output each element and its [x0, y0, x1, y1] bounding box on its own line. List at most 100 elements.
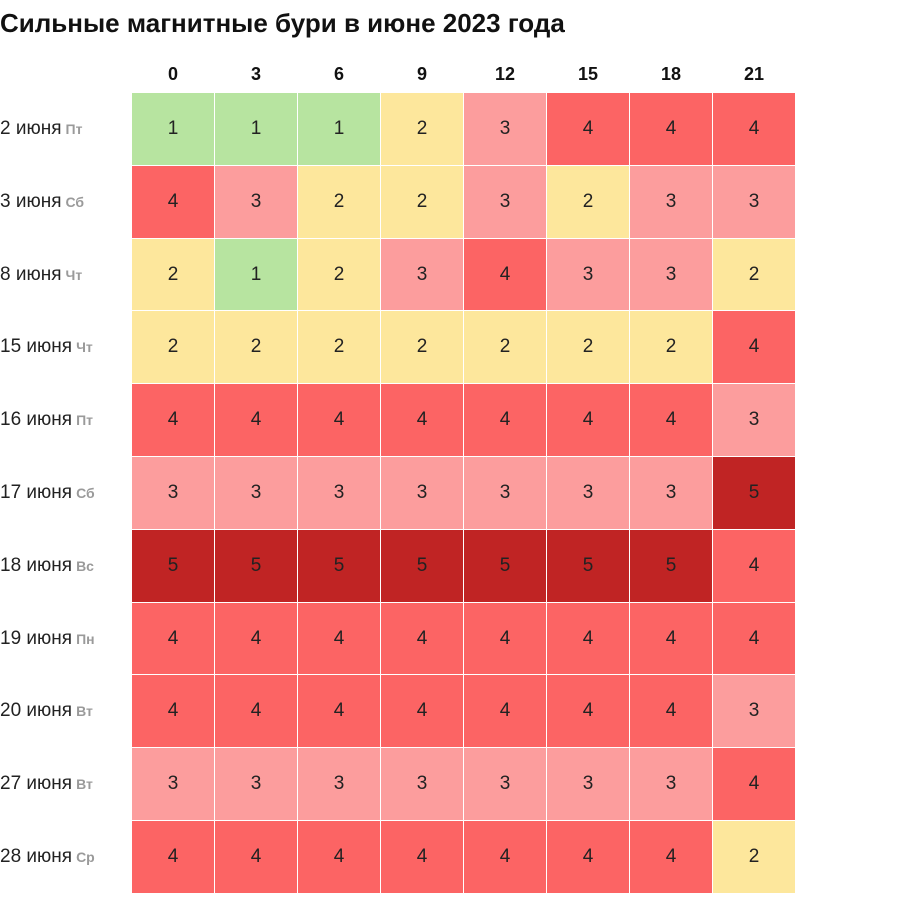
- heatmap-cell: 4: [630, 602, 713, 676]
- chart-title: Сильные магнитные бури в июне 2023 года: [0, 8, 565, 38]
- row-date-label: 17 июня: [0, 482, 73, 503]
- heatmap-cell: 4: [713, 311, 796, 385]
- row-label: 15 июня Чт: [0, 311, 130, 383]
- heatmap-cell: 3: [381, 748, 464, 821]
- heatmap-cell: 2: [298, 238, 381, 312]
- heatmap-cell: 4: [381, 821, 464, 894]
- heatmap-cell: 5: [464, 529, 547, 603]
- heatmap-cell: 4: [132, 602, 215, 676]
- heatmap-cell: 3: [630, 165, 713, 239]
- column-label-hour-3: 3: [250, 64, 261, 84]
- heatmap-cell: 4: [713, 93, 796, 166]
- heatmap-cell: 5: [547, 529, 630, 603]
- row-date-label: 15 июня: [0, 336, 73, 358]
- heatmap-cell: 3: [381, 238, 464, 312]
- heatmap-cell: 4: [215, 821, 298, 894]
- heatmap-cell: 4: [381, 602, 464, 676]
- row-label: 20 июня Вт: [0, 675, 130, 747]
- heatmap-cell: 4: [298, 602, 381, 676]
- heatmap-cell: 2: [464, 311, 547, 385]
- row-date-label: 19 июня: [0, 627, 73, 649]
- heatmap-cell: 4: [381, 384, 464, 457]
- heatmap-cell: 4: [547, 93, 630, 166]
- row-weekday-label: Ср: [76, 849, 95, 865]
- heatmap-cell: 2: [381, 165, 464, 239]
- heatmap-cell: 3: [132, 457, 215, 530]
- row-weekday-label: Пт: [65, 121, 83, 137]
- heatmap-cell: 4: [215, 675, 298, 749]
- heatmap-cell: 3: [630, 238, 713, 312]
- heatmap-cell: 3: [215, 748, 298, 821]
- row-weekday-label: Сб: [76, 485, 95, 501]
- heatmap-cell: 4: [132, 821, 215, 894]
- heatmap-cell: 4: [132, 675, 215, 749]
- row-date-label: 28 июня: [0, 846, 73, 867]
- heatmap-cell: 3: [464, 93, 547, 166]
- heatmap-cell: 3: [381, 457, 464, 530]
- row-date-label: 18 июня: [0, 554, 73, 576]
- row-weekday-label: Вс: [76, 557, 94, 574]
- row-label: 2 июня Пт: [0, 93, 130, 165]
- heatmap-cell: 2: [547, 165, 630, 239]
- row-label: 28 июня Ср: [0, 821, 130, 893]
- row-label: 17 июня Сб: [0, 457, 130, 529]
- row-weekday-label: Пн: [76, 630, 95, 647]
- heatmap-cell: 3: [464, 457, 547, 530]
- heatmap-cell: 2: [298, 165, 381, 239]
- row-label: 19 июня Пн: [0, 603, 130, 675]
- heatmap-cell: 4: [547, 602, 630, 676]
- heatmap-cell: 4: [215, 384, 298, 457]
- heatmap-cell: 4: [298, 821, 381, 894]
- row-date-label: 2 июня: [0, 118, 62, 139]
- heatmap-cell: 3: [713, 675, 796, 749]
- heatmap-cell: 2: [630, 311, 713, 385]
- row-weekday-label: Вт: [76, 703, 93, 720]
- heatmap-cell: 3: [215, 165, 298, 239]
- heatmap-cell: 4: [547, 384, 630, 457]
- heatmap-cell: 4: [464, 602, 547, 676]
- column-label-hour-6: 6: [333, 64, 344, 84]
- heatmap-cell: 3: [298, 457, 381, 530]
- heatmap-cell: 4: [547, 675, 630, 749]
- heatmap-cell: 2: [713, 821, 796, 894]
- heatmap-cell: 5: [381, 529, 464, 603]
- heatmap-cell: 2: [381, 311, 464, 385]
- heatmap-cell: 5: [713, 457, 796, 530]
- column-label-hour-15: 15: [577, 64, 599, 84]
- column-label-hour-12: 12: [494, 64, 516, 84]
- heatmap-cell: 4: [464, 675, 547, 749]
- row-date-label: 27 июня: [0, 773, 73, 795]
- heatmap-cell: 5: [298, 529, 381, 603]
- heatmap-cell: 2: [132, 311, 215, 385]
- column-label-hour-9: 9: [416, 64, 427, 84]
- heatmap-cell: 5: [215, 529, 298, 603]
- row-label: 18 июня Вс: [0, 530, 130, 602]
- heatmap-cell: 4: [630, 675, 713, 749]
- row-date-label: 16 июня: [0, 409, 73, 431]
- row-weekday-label: Вт: [76, 776, 93, 793]
- heatmap-cell: 2: [215, 311, 298, 385]
- heatmap-cell: 4: [215, 602, 298, 676]
- heatmap-cell: 4: [547, 821, 630, 894]
- heatmap-cell: 4: [630, 384, 713, 457]
- heatmap-cell: 3: [630, 748, 713, 821]
- heatmap-cell: 4: [298, 384, 381, 457]
- heatmap-cell: 4: [132, 384, 215, 457]
- row-label: 3 июня Сб: [0, 166, 130, 238]
- row-label: 16 июня Пт: [0, 384, 130, 456]
- heatmap-cell: 2: [132, 238, 215, 312]
- row-weekday-label: Чт: [65, 266, 83, 283]
- heatmap-cell: 3: [464, 165, 547, 239]
- heatmap-cell: 1: [215, 93, 298, 166]
- row-date-label: 3 июня: [0, 190, 62, 212]
- heatmap-cell: 1: [298, 93, 381, 166]
- heatmap-cell: 2: [298, 311, 381, 385]
- row-label: 8 июня Чт: [0, 239, 130, 311]
- heatmap-cell: 3: [547, 238, 630, 312]
- heatmap-cell: 4: [464, 238, 547, 312]
- heatmap-cell: 4: [630, 93, 713, 166]
- heatmap-cell: 2: [547, 311, 630, 385]
- heatmap-cell: 4: [630, 821, 713, 894]
- heatmap-cell: 4: [298, 675, 381, 749]
